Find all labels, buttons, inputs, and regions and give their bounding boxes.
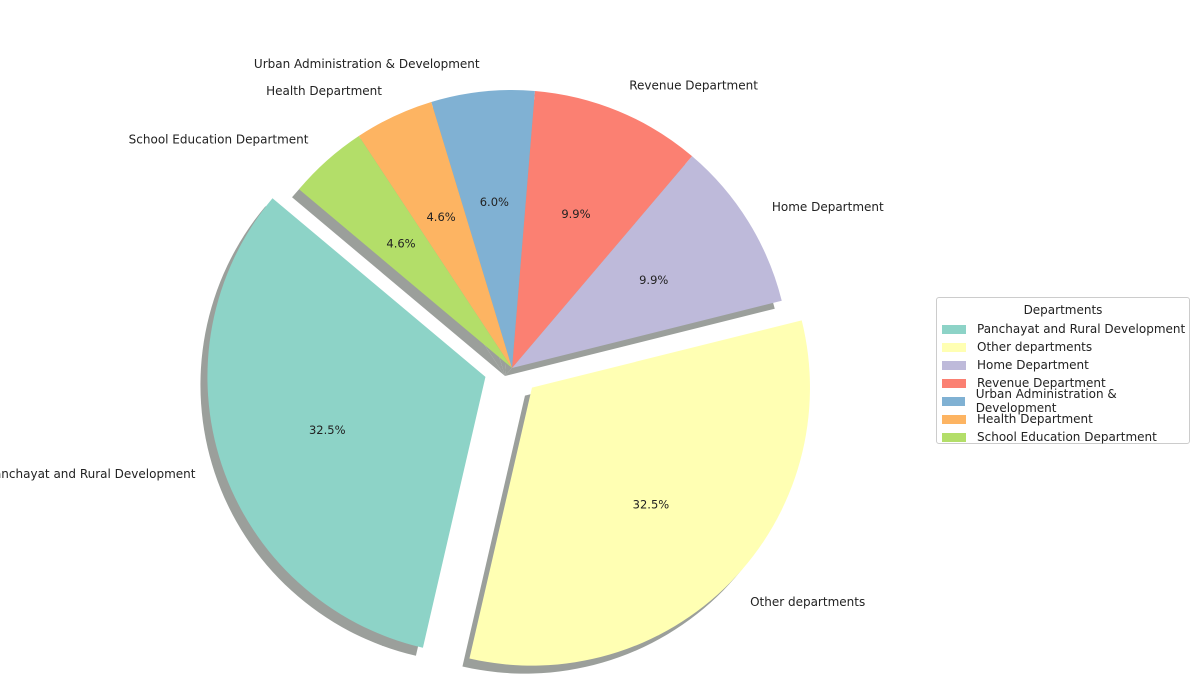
legend-label: Revenue Department [977, 376, 1106, 390]
legend-label: Urban Administration & Development [975, 387, 1117, 415]
pct-label: 32.5% [633, 498, 670, 512]
legend-swatch [942, 432, 966, 442]
legend-swatch [942, 396, 965, 406]
pct-label: 32.5% [309, 423, 346, 437]
pct-label: 4.6% [426, 210, 455, 224]
pct-label: 6.0% [480, 195, 509, 209]
slice-label: Urban Administration & Development [254, 57, 480, 71]
legend-item: School Education Department [937, 428, 1189, 446]
slice-label: School Education Department [129, 133, 309, 147]
legend-item: Revenue Department [937, 374, 1189, 392]
legend-item: Home Department [937, 356, 1189, 374]
pct-label: 9.9% [639, 273, 668, 287]
legend-swatch [942, 360, 966, 370]
slice-panchayat-and-rural-development [207, 198, 486, 648]
slice-other-departments [469, 320, 810, 666]
slice-urban-administration-development [431, 90, 535, 369]
legend-label: Panchayat and Rural Development [977, 322, 1186, 336]
legend-label: Health Department [977, 412, 1093, 426]
slice-home-department [512, 156, 782, 368]
slice-school-education-department [299, 136, 512, 368]
slice-label: Revenue Department [629, 79, 758, 93]
slice-label: Home Department [772, 200, 884, 214]
pct-label: 4.6% [386, 236, 415, 250]
legend-swatch [942, 414, 966, 424]
legend-label: School Education Department [977, 430, 1157, 444]
legend-swatch [942, 324, 966, 334]
legend-item: Health Department [937, 410, 1189, 428]
legend-label: Other departments [977, 340, 1093, 354]
legend-item: Other departments [937, 338, 1189, 356]
legend-title: Departments [1023, 303, 1103, 317]
slice-label: Health Department [266, 84, 382, 98]
legend-item: Panchayat and Rural Development [937, 320, 1189, 338]
slice-revenue-department [512, 90, 693, 368]
legend-item: Urban Administration & Development [937, 387, 1189, 415]
pct-label: 9.9% [561, 207, 590, 221]
legend-swatch [942, 342, 966, 352]
slice-label: Panchayat and Rural Development [0, 467, 196, 481]
legend: Departments Panchayat and Rural Developm… [936, 297, 1190, 444]
slice-health-department [358, 101, 512, 368]
slice-label: Other departments [750, 595, 865, 609]
legend-swatch [942, 378, 966, 388]
legend-label: Home Department [977, 358, 1089, 372]
